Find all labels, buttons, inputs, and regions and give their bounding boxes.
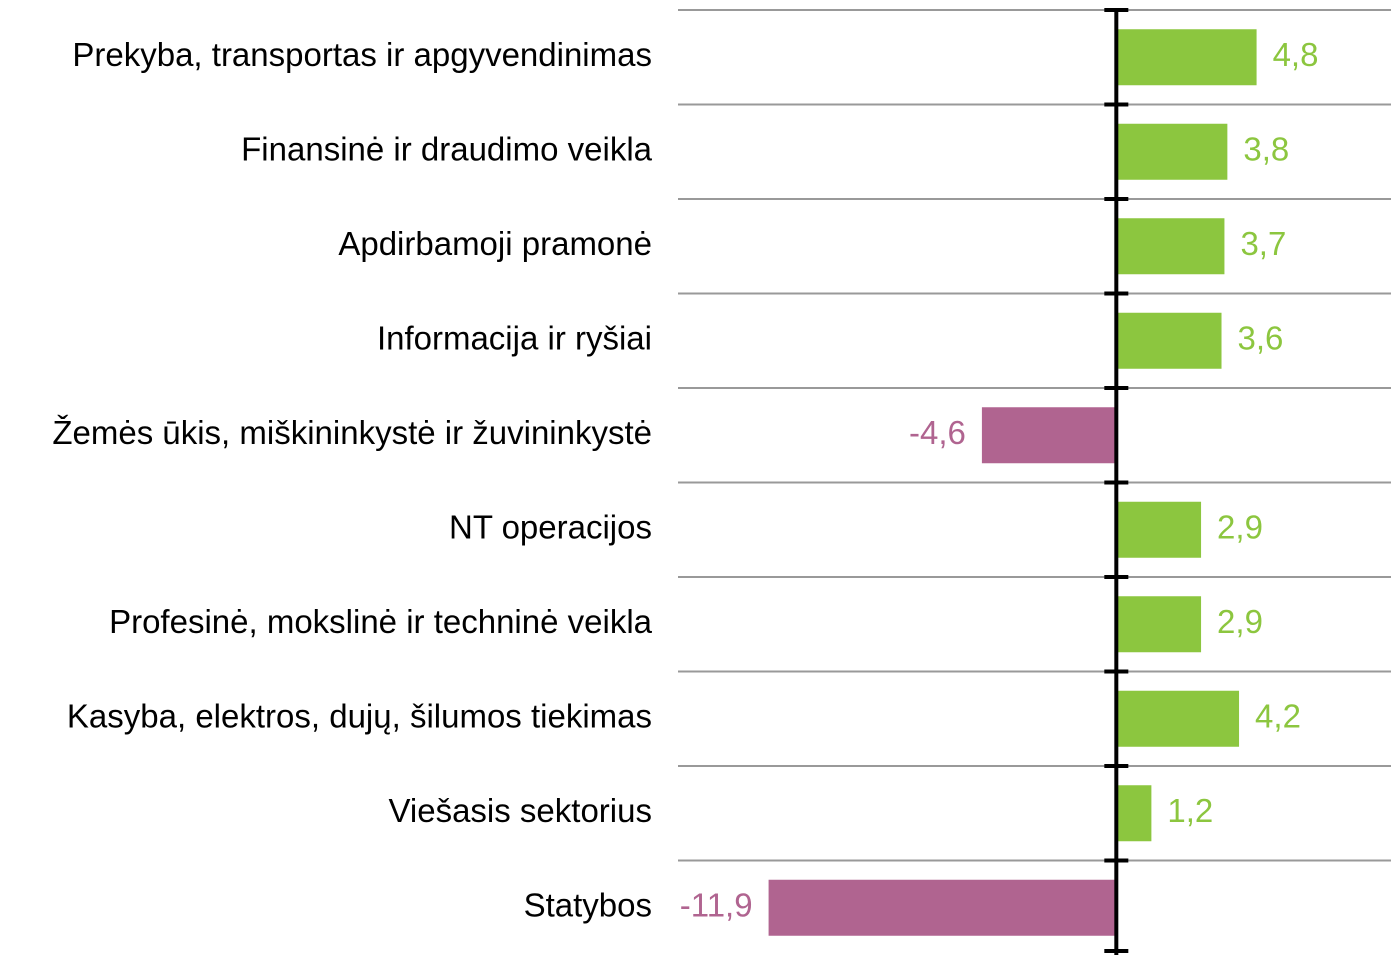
category-label: Finansinė ir draudimo veikla xyxy=(241,130,653,167)
bar xyxy=(768,879,1117,936)
value-label: 1,2 xyxy=(1167,792,1213,829)
bar xyxy=(1116,123,1228,180)
bar xyxy=(1116,501,1202,558)
value-label: 4,8 xyxy=(1273,36,1319,73)
value-label: -4,6 xyxy=(909,414,966,451)
value-label: 3,8 xyxy=(1243,130,1289,167)
category-label: Viešasis sektorius xyxy=(388,792,652,829)
bar xyxy=(1116,312,1222,369)
category-label: Kasyba, elektros, dujų, šilumos tiekimas xyxy=(67,697,652,734)
value-label: 3,7 xyxy=(1240,225,1286,262)
category-label: NT operacijos xyxy=(449,508,652,545)
category-label: Apdirbamoji pramonė xyxy=(338,225,652,262)
bar xyxy=(1116,218,1225,275)
bar xyxy=(1116,596,1202,653)
bar xyxy=(1116,690,1240,747)
value-label: -11,9 xyxy=(680,886,753,923)
category-label: Prekyba, transportas ir apgyvendinimas xyxy=(72,36,652,73)
category-label: Žemės ūkis, miškininkystė ir žuvininkyst… xyxy=(52,414,652,451)
value-label: 4,2 xyxy=(1255,697,1301,734)
value-label: 3,6 xyxy=(1238,319,1284,356)
value-label: 2,9 xyxy=(1217,508,1263,545)
value-label: 2,9 xyxy=(1217,603,1263,640)
category-label: Statybos xyxy=(524,886,652,923)
category-label: Informacija ir ryšiai xyxy=(377,319,652,356)
bar xyxy=(1116,785,1152,842)
category-label: Profesinė, mokslinė ir techninė veikla xyxy=(109,603,653,640)
bar xyxy=(1116,29,1257,86)
bar xyxy=(981,407,1117,464)
